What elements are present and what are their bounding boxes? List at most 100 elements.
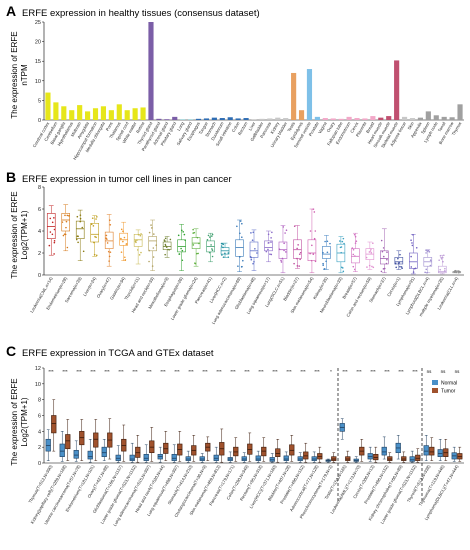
panel-b-box-point — [400, 266, 403, 268]
panel-b-box-point — [444, 267, 446, 270]
panel-b-box-point — [324, 240, 326, 243]
panel-c-y-tick-label: 2 — [38, 445, 41, 451]
panel-b-box-point — [326, 240, 329, 243]
panel-b-box-point — [68, 214, 70, 217]
panel-b-box-point — [428, 251, 431, 253]
panel-b-box-point — [440, 256, 442, 259]
panel-b-y-tick-label: 8 — [38, 185, 41, 191]
significance-label: *** — [398, 369, 404, 374]
bar — [164, 119, 170, 120]
bar — [322, 118, 328, 120]
panel-b-box-point — [271, 231, 273, 234]
bar — [180, 119, 186, 120]
panel-b-box-point — [164, 237, 167, 240]
panel-b-box-point — [283, 242, 285, 245]
panel-b-box-point — [178, 253, 181, 255]
panel-b-box-point — [211, 255, 214, 258]
panel-a-y-tick-label: 5 — [38, 98, 41, 104]
bar — [409, 118, 416, 120]
panel-b-box-point — [76, 215, 79, 218]
panel-b-box-point — [167, 248, 169, 251]
panel-b-box-point — [313, 211, 316, 213]
panel-b-box-point — [341, 267, 344, 269]
panel-c-normal-box — [59, 443, 65, 457]
bar — [195, 118, 202, 120]
panel-a-category-label: Lung — [176, 120, 185, 131]
panel-b-box-point — [386, 251, 388, 253]
panel-b-box-point — [183, 233, 186, 236]
panel-b-box-point — [240, 266, 243, 268]
panel-a-y-tick-label: 0 — [38, 118, 41, 124]
bar — [394, 60, 400, 120]
panel-b-box-point — [181, 249, 184, 252]
panel-b-box-point — [343, 242, 345, 245]
panel-b-box-point — [168, 248, 171, 251]
panel-b-box-point — [353, 268, 356, 271]
bar — [425, 111, 431, 120]
bar — [401, 116, 408, 120]
panel-b-box-point — [51, 233, 54, 236]
bar — [77, 105, 83, 120]
panel-b-box-point — [106, 238, 108, 240]
panel-b-box-point — [62, 234, 65, 237]
panel-b-box-point — [282, 226, 285, 228]
panel-b-box-point — [79, 214, 82, 216]
panel-b-box-point — [109, 223, 112, 226]
significance-label: *** — [300, 369, 306, 374]
panel-b-box-point — [439, 268, 441, 271]
bar — [53, 102, 59, 120]
panel-b-y-tick-label: 2 — [38, 251, 41, 257]
panel-b-box-point — [196, 252, 198, 255]
panel-a-category-label: Retina — [135, 120, 146, 134]
panel-c-tumor-box — [93, 432, 99, 448]
panel-b-box-point — [81, 226, 84, 229]
significance-label: *** — [370, 369, 376, 374]
panel-b-box-point — [124, 256, 126, 259]
panel-b-box-point — [64, 214, 66, 217]
panel-b-box-point — [120, 251, 123, 253]
panel-b-box-point — [122, 230, 124, 233]
panel-b-box-point — [95, 218, 97, 220]
legend-label-normal: Normal — [441, 381, 457, 387]
panel-b-box-box — [148, 236, 157, 252]
panel-b-box-point — [192, 228, 194, 231]
bar — [338, 118, 344, 120]
significance-label: *** — [202, 369, 208, 374]
panel-b-box-point — [206, 238, 209, 241]
panel-b-box-point — [442, 260, 444, 263]
panel-b-box-box — [351, 248, 360, 264]
significance-label: *** — [258, 369, 264, 374]
panel-b-box-point — [401, 267, 403, 270]
panel-b-box-point — [441, 256, 444, 259]
panel-b: B ERFE expression in tumor cell lines in… — [6, 169, 464, 325]
panel-b-box-point — [77, 235, 79, 238]
panel-a-category-label: Breast — [365, 120, 376, 134]
panel-b-y-tick-label: 4 — [38, 229, 41, 235]
panel-c-normal-box — [409, 456, 415, 462]
significance-label: *** — [146, 369, 152, 374]
panel-b-box-point — [79, 217, 82, 220]
panel-a-y-tick-label: 20 — [35, 40, 41, 46]
significance-label: *** — [76, 369, 82, 374]
panel-b-box-point — [136, 249, 139, 251]
panel-c-normal-box — [381, 446, 387, 456]
panel-b-box-point — [326, 251, 329, 254]
panel-b-box-box — [249, 241, 259, 258]
panel-b-box-point — [252, 231, 255, 234]
panel-c-y-tick-label: 12 — [35, 366, 41, 372]
panel-b-box-point — [352, 248, 355, 251]
panel-b-box-point — [79, 220, 82, 223]
panel-b-box-point — [285, 229, 288, 232]
panel-b-box-point — [239, 220, 242, 222]
panel-b-box-point — [370, 251, 373, 254]
panel-b-box-point — [311, 244, 313, 247]
panel-b-box-point — [148, 231, 151, 234]
panel-a-ylabel-1: The expression of ERFE — [10, 31, 19, 118]
bar — [45, 92, 51, 120]
panel-a-category-label: Spleen — [420, 120, 431, 134]
panel-a-category-label: Ovary — [326, 120, 336, 133]
panel-b-box-point — [352, 265, 355, 268]
panel-b-box-point — [299, 258, 301, 261]
panel-b-box-point — [454, 270, 457, 273]
legend: Normal Tumor — [432, 380, 457, 395]
